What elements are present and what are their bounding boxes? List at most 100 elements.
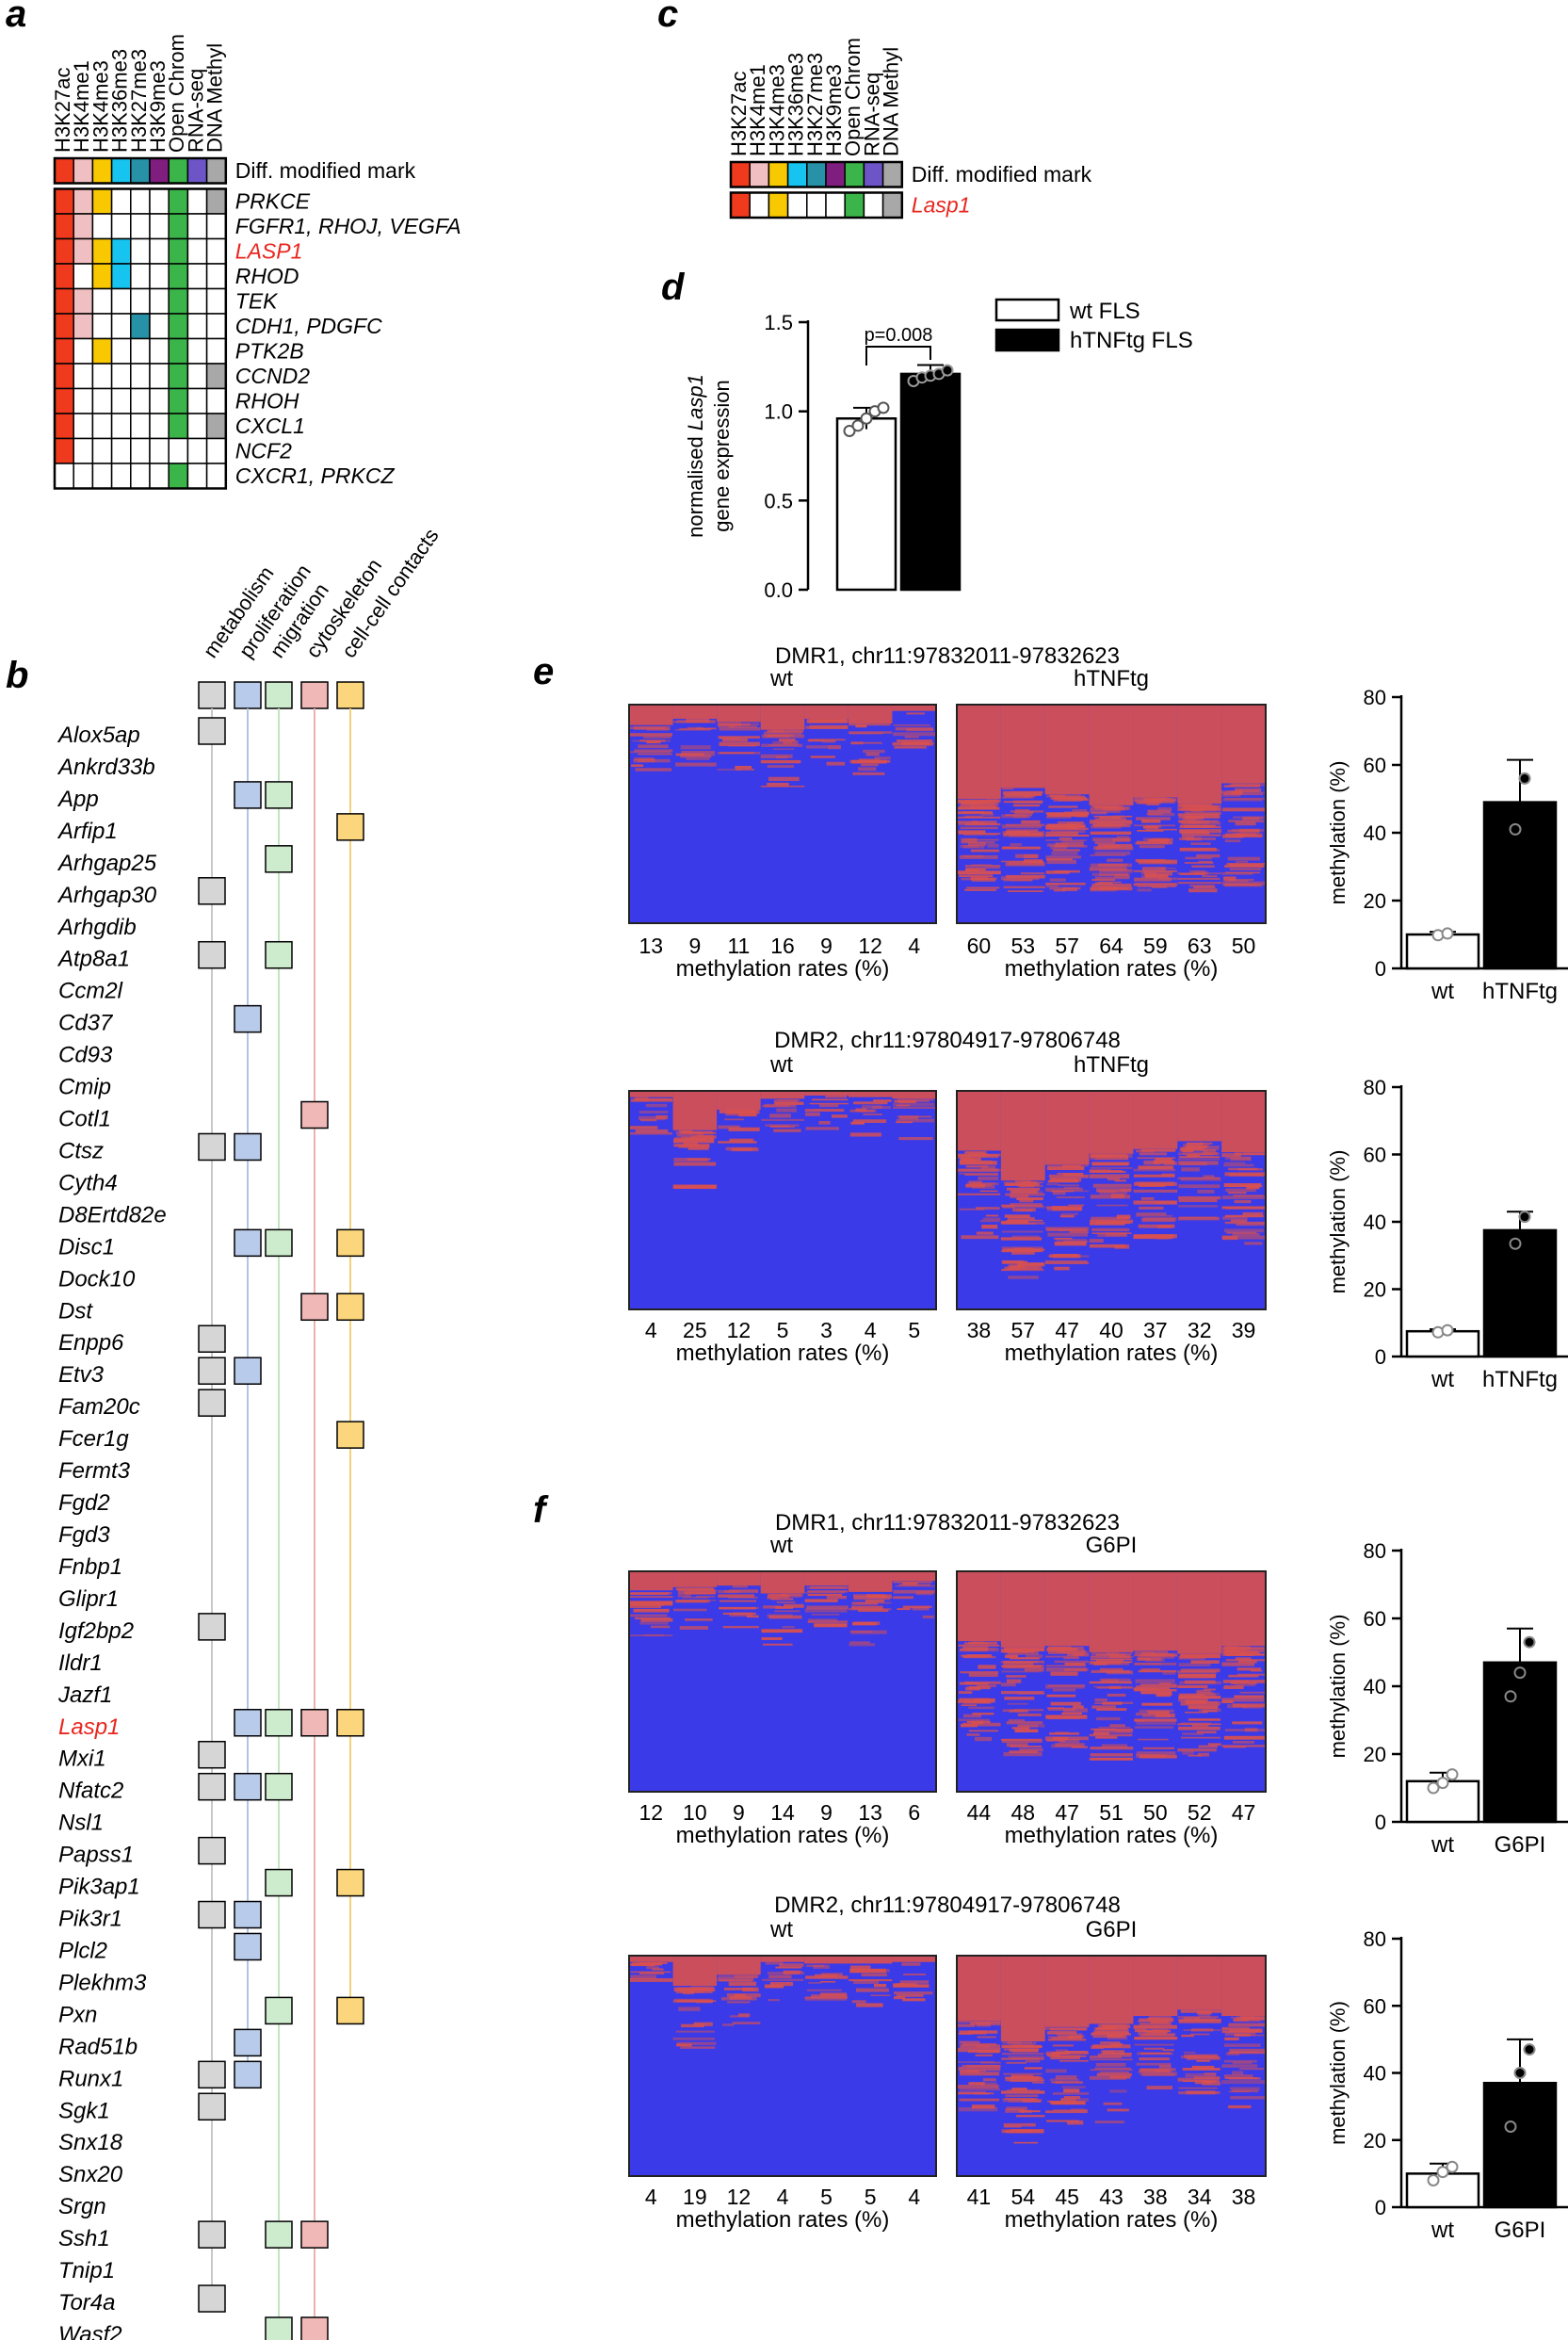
heatmap-read-streak xyxy=(1223,1746,1246,1748)
heatmap-read-streak xyxy=(1178,1184,1220,1189)
heatmap-read-streak xyxy=(768,1999,780,2002)
heatmap-read-streak xyxy=(1183,1143,1209,1147)
heatmap-read-streak xyxy=(1007,2089,1041,2092)
panel-e2-barchart-y-tick-label: 60 xyxy=(1364,1144,1386,1167)
heatmap-read-streak xyxy=(979,1190,998,1193)
panel-e2-barchart-x-label-wt: wt xyxy=(1431,1367,1454,1392)
panel-a-cell xyxy=(130,237,151,265)
heatmap-read-streak xyxy=(1001,1740,1043,1744)
heatmap-read-streak xyxy=(1140,872,1156,875)
heatmap-read-streak xyxy=(1138,1669,1177,1673)
heatmap-read-streak xyxy=(985,1214,999,1217)
heatmap-read-streak xyxy=(1140,819,1161,823)
heatmap-read-streak xyxy=(1136,840,1173,845)
panel-f2-barchart-ylabel: methylation (%) xyxy=(1326,2001,1350,2145)
heatmap-read-streak xyxy=(811,1614,840,1616)
heatmap-read-streak xyxy=(1237,1168,1263,1171)
heatmap-methylated-block xyxy=(760,1956,805,1962)
heatmap-read-streak xyxy=(783,739,799,745)
heatmap-read-streak xyxy=(1006,1675,1026,1678)
heatmap-read-streak xyxy=(1120,1188,1132,1192)
panel-e2-barchart-x-label-htnftg: hTNFtg xyxy=(1482,1367,1558,1392)
heatmap-read-streak xyxy=(1091,1227,1130,1232)
heatmap-read-streak xyxy=(761,1637,783,1640)
heatmap-read-streak xyxy=(1178,2087,1218,2089)
panel-a-cell xyxy=(168,337,189,365)
panel-a-cell xyxy=(91,463,113,490)
heatmap-read-streak xyxy=(629,1601,665,1606)
heatmap-read-streak xyxy=(1024,854,1038,859)
panel-f2-barchart-y-tick-label: 0 xyxy=(1375,2196,1386,2219)
heatmap-read-streak xyxy=(1188,1754,1202,1757)
heatmap-read-streak xyxy=(805,1964,825,1968)
heatmap-read-streak xyxy=(898,1100,916,1103)
heatmap-read-streak xyxy=(1223,2043,1261,2047)
panel-b-gene-pxn: Pxn xyxy=(58,2002,97,2027)
heatmap-read-streak xyxy=(769,1113,792,1118)
heatmap-read-streak xyxy=(636,1097,672,1101)
heatmap-read-streak xyxy=(1044,1259,1088,1263)
panel-a-cell xyxy=(149,463,170,490)
heatmap-read-streak xyxy=(1228,878,1254,882)
heatmap-read-streak xyxy=(719,741,760,747)
heatmap-read-streak xyxy=(1047,2100,1064,2103)
heatmap-read-streak xyxy=(1094,1698,1107,1702)
heatmap-read-streak xyxy=(1093,1728,1134,1731)
heatmap-read-streak xyxy=(1107,2108,1129,2112)
heatmap-read-streak xyxy=(676,1133,703,1137)
heatmap-read-streak xyxy=(673,1139,697,1142)
panel-b-membership-box xyxy=(265,2220,293,2249)
panel-a-cell xyxy=(54,437,74,464)
heatmap-read-streak xyxy=(1223,1684,1244,1690)
heatmap-read-streak xyxy=(1095,2062,1126,2067)
heatmap-read-streak xyxy=(639,1115,666,1121)
heatmap-read-streak xyxy=(1003,2122,1036,2127)
panel-b-membership-box xyxy=(265,1772,293,1801)
heatmap-read-streak xyxy=(1048,2036,1081,2039)
heatmap-read-streak xyxy=(958,830,986,835)
heatmap-read-streak xyxy=(960,1654,991,1657)
heatmap-methylated-block xyxy=(1221,1571,1266,1647)
heatmap-read-streak xyxy=(773,1099,798,1103)
heatmap-read-streak xyxy=(1004,2098,1039,2101)
panel-b-gene-lasp1: Lasp1 xyxy=(58,1714,120,1740)
heatmap-read-streak xyxy=(694,1184,716,1189)
heatmap-read-streak xyxy=(1044,1187,1083,1192)
heatmap-read-streak xyxy=(1005,2094,1039,2098)
heatmap-read-streak xyxy=(769,1125,790,1128)
heatmap-read-streak xyxy=(680,745,711,750)
heatmap-read-streak xyxy=(850,1965,871,1970)
heatmap-read-streak xyxy=(681,2023,704,2028)
panel-b-membership-box xyxy=(234,2060,262,2089)
heatmap-read-streak xyxy=(1006,2061,1026,2064)
heatmap-read-streak xyxy=(1135,859,1165,863)
heatmap-read-streak xyxy=(728,1127,760,1131)
heatmap-read-streak xyxy=(639,1971,665,1975)
heatmap-read-streak xyxy=(849,1641,870,1644)
panel-b-gene-dock10: Dock10 xyxy=(58,1266,136,1292)
heatmap-read-streak xyxy=(985,867,1000,869)
panel-b-gene-fgd3: Fgd3 xyxy=(58,1522,110,1548)
heatmap-read-streak xyxy=(718,725,736,728)
heatmap-read-streak xyxy=(975,2054,993,2056)
heatmap-read-streak xyxy=(1016,1196,1043,1201)
panel-a-cell xyxy=(186,363,208,390)
heatmap-frame xyxy=(628,1570,937,1793)
heatmap-read-streak xyxy=(1045,1648,1078,1651)
heatmap-methylated-block xyxy=(1089,1091,1134,1154)
heatmap-read-streak xyxy=(1099,1667,1123,1673)
heatmap-read-streak xyxy=(1000,860,1044,863)
heatmap-read-streak xyxy=(1224,1221,1265,1225)
heatmap-read-streak xyxy=(1234,1199,1252,1204)
heatmap-read-streak xyxy=(1014,1729,1039,1733)
panel-a-cell xyxy=(54,287,74,315)
panel-f1-rate-label-treated: 52 xyxy=(1188,1800,1212,1825)
heatmap-read-streak xyxy=(1199,1142,1213,1145)
panel-c-cell xyxy=(881,191,903,219)
heatmap-read-streak xyxy=(1091,1651,1120,1656)
heatmap-read-streak xyxy=(959,1172,999,1175)
heatmap-read-streak xyxy=(1136,817,1171,821)
heatmap-read-streak xyxy=(686,719,710,723)
heatmap-read-streak xyxy=(1114,1244,1130,1249)
heatmap-frame xyxy=(628,1090,937,1310)
